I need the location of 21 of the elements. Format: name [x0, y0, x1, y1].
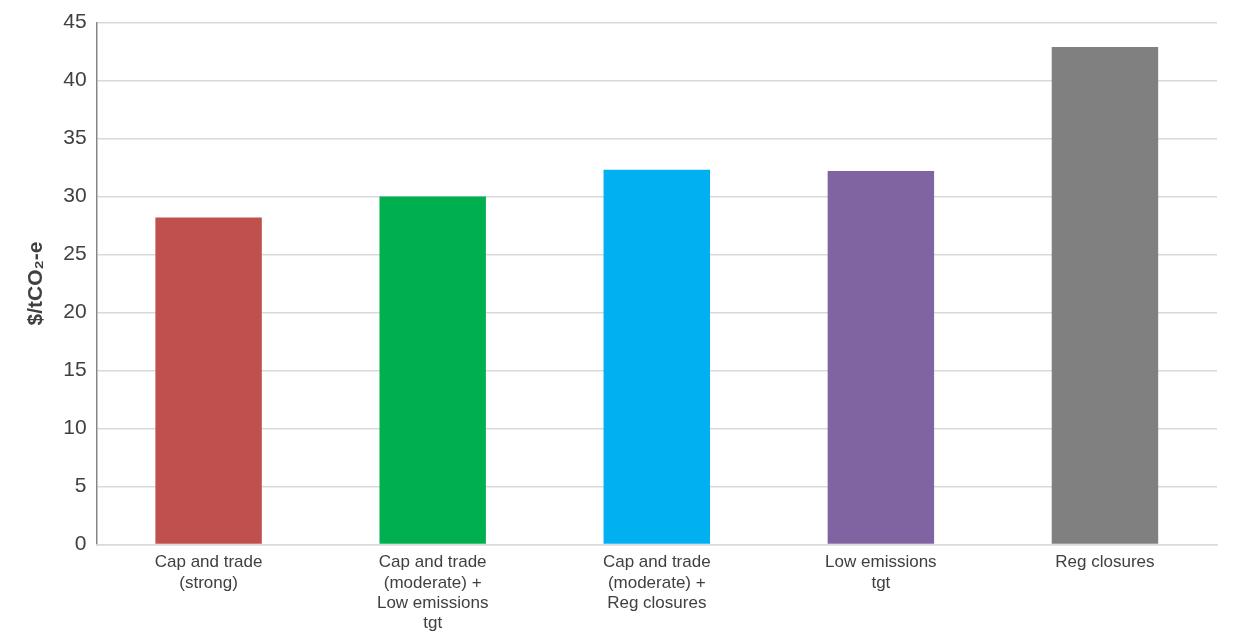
- bar: [827, 171, 935, 544]
- y-tick-label: 35: [63, 125, 87, 149]
- bar: [603, 169, 710, 544]
- y-axis-title: $/tCO₂-e: [23, 241, 47, 326]
- y-tick-label: 10: [63, 415, 87, 439]
- y-tick-label: 5: [74, 473, 87, 497]
- y-tick-label: 25: [63, 241, 87, 265]
- y-tick-label: 40: [63, 67, 87, 91]
- x-tick-label: Cap and trade (moderate) + Low emissions tgt: [376, 552, 489, 633]
- x-tick-label: Cap and trade (moderate) + Reg closures: [602, 552, 711, 613]
- y-tick-label: 15: [63, 357, 87, 381]
- x-tick-label: Cap and trade (strong): [154, 552, 263, 592]
- y-tick-label: 20: [63, 299, 87, 323]
- bar: [155, 217, 262, 544]
- bar: [379, 196, 486, 544]
- y-tick-label: 0: [74, 531, 87, 555]
- x-tick-label: Low emissions tgt: [825, 552, 937, 592]
- x-tick-label: Reg closures: [1055, 552, 1155, 572]
- bar: [1051, 46, 1159, 544]
- y-tick-label: 30: [63, 183, 87, 207]
- y-tick-label: 45: [63, 9, 87, 33]
